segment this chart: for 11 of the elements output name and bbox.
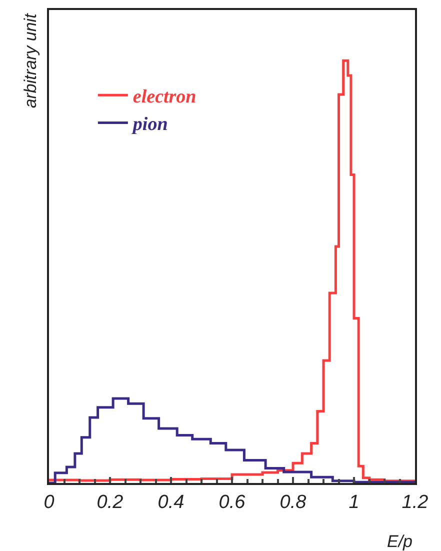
x-tick-label: 0.8 <box>280 492 307 513</box>
x-tick-label: 0.6 <box>218 492 246 513</box>
y-axis-title: arbitrary unit <box>21 12 40 108</box>
x-tick-label: 0 <box>44 492 55 513</box>
x-tick-label: 0.4 <box>158 492 184 513</box>
legend-label: pion <box>130 114 168 136</box>
x-tick-label: 0.2 <box>96 492 124 513</box>
x-axis-title: E/p <box>387 532 413 551</box>
legend-label: electron <box>132 86 196 108</box>
x-tick-label: 1 <box>348 492 360 513</box>
x-tick-label: 1.2 <box>402 492 429 513</box>
